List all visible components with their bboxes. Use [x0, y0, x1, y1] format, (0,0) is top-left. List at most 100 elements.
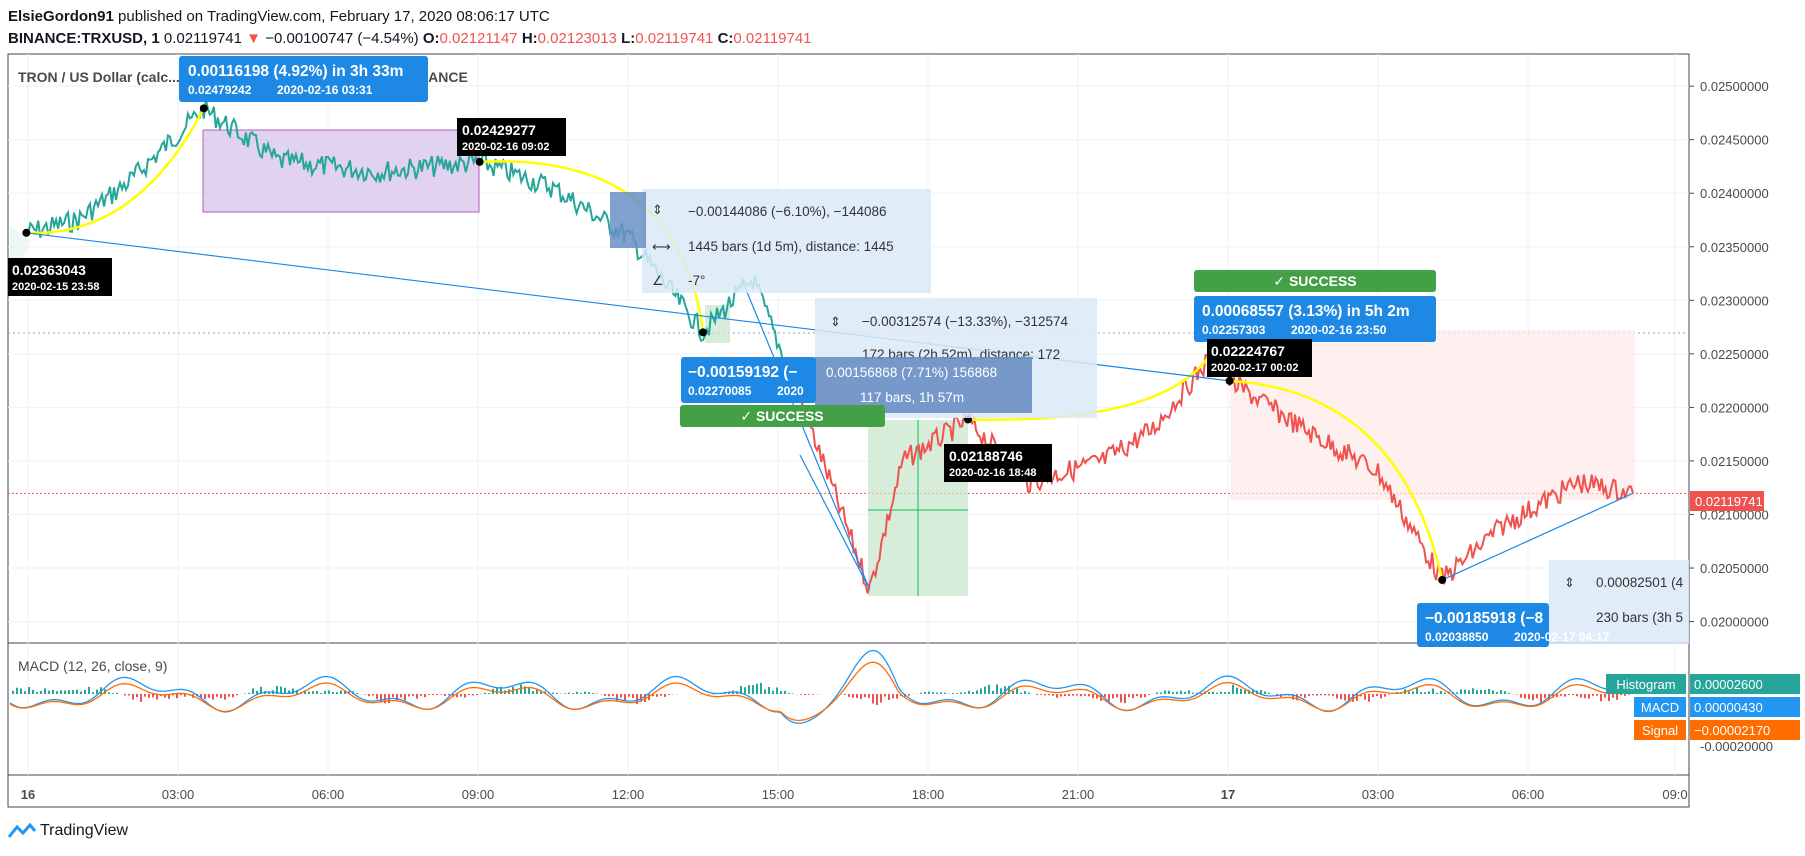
macd-histogram-bar	[1060, 694, 1062, 697]
time-tick-label: 09:00	[462, 787, 495, 802]
macd-histogram-bar	[880, 694, 882, 703]
macd-histogram-bar	[924, 692, 926, 694]
time-axis[interactable]: 16 03:00 06:00 09:00 12:00 15:00 18:00 21:00 17 0…	[21, 787, 1688, 802]
macd-histogram-bar	[84, 689, 86, 694]
measure-box-4[interactable]: ⇕ 0.00082501 (4 230 bars (3h 5	[1549, 560, 1689, 644]
macd-histogram-bar	[276, 685, 278, 694]
macd-histogram-bar	[396, 694, 398, 701]
anchor-dot[interactable]	[199, 104, 208, 113]
macd-histogram-bar	[1148, 694, 1150, 695]
macd-histogram-bar	[960, 692, 962, 694]
measure-1-line1: −0.00144086 (−6.10%), −144086	[688, 204, 887, 219]
svg-text:2020-02-16 09:02: 2020-02-16 09:02	[462, 141, 549, 153]
trend-line[interactable]	[799, 454, 871, 590]
macd-histogram-bar	[292, 688, 294, 694]
macd-histogram-bar	[1556, 694, 1558, 698]
macd-histogram-bar	[636, 694, 638, 705]
signal-line	[9, 661, 1640, 722]
macd-histogram-bar	[408, 694, 410, 697]
macd-histogram-bar	[1244, 690, 1246, 694]
macd-histogram-bar	[1024, 691, 1026, 694]
macd-histogram-bar	[308, 691, 310, 694]
measure-4-line1: 0.00082501 (4	[1596, 575, 1684, 590]
macd-histogram-bar	[788, 693, 790, 694]
anchor-dot[interactable]	[699, 328, 707, 337]
macd-histogram-bar	[248, 692, 250, 694]
macd-histogram-bar	[88, 686, 90, 694]
measure-box-3[interactable]: 0.00156868 (7.71%) 156868 117 bars, 1h 5…	[815, 357, 1032, 413]
price-tick-label: 0.02050000	[1700, 561, 1769, 576]
macd-histogram-bar	[1104, 694, 1106, 698]
time-tick-label: 18:00	[912, 787, 945, 802]
price-tag-0002[interactable]: 0.02224767 2020-02-17 00:02	[1207, 339, 1312, 377]
price-tick-label: 0.02450000	[1700, 133, 1769, 148]
histogram-label: Histogram	[1616, 677, 1675, 692]
callout-bottom[interactable]: −0.00185918 (−8 0.02038850 2020-02-17 04…	[1417, 603, 1610, 647]
macd-histogram-bar	[1212, 691, 1214, 694]
macd-histogram-bar	[1068, 694, 1070, 697]
macd-histogram-bar	[1164, 690, 1166, 694]
success-banner-1: ✓ SUCCESS	[680, 405, 885, 427]
macd-histogram-bar	[28, 687, 30, 694]
author-name[interactable]: ElsieGordon91	[8, 8, 114, 25]
macd-histogram-bar	[1036, 694, 1038, 696]
macd-histogram-bar	[156, 694, 158, 700]
macd-histogram-bar	[1572, 694, 1574, 695]
macd-histogram-bar	[20, 688, 22, 694]
yellow-arc	[26, 107, 205, 235]
macd-histogram-bar	[1140, 694, 1142, 698]
svg-text:0.00116198 (4.92%) in 3h 33m: 0.00116198 (4.92%) in 3h 33m	[188, 63, 403, 80]
chart-header: ElsieGordon91 published on TradingView.c…	[8, 6, 812, 50]
macd-histogram-bar	[1580, 694, 1582, 698]
macd-line	[9, 649, 1640, 724]
price-tag-1848[interactable]: 0.02188746 2020-02-16 18:48	[944, 444, 1052, 482]
macd-histogram-bar	[268, 691, 270, 694]
macd-histogram-bar	[584, 691, 586, 694]
last-price: 0.02119741	[163, 30, 242, 47]
macd-histogram-bar	[864, 694, 866, 698]
macd-histogram-bar	[1264, 691, 1266, 694]
macd-histogram-bar	[416, 694, 418, 699]
macd-histogram-bar	[1048, 694, 1050, 696]
macd-histogram-bar	[856, 694, 858, 699]
macd-histogram-bar	[1596, 694, 1598, 696]
macd-histogram-bar	[1184, 691, 1186, 694]
measure-box-1[interactable]: ⇕ −0.00144086 (−6.10%), −144086 ⟷ 1445 b…	[610, 189, 931, 293]
trend-line[interactable]	[742, 282, 871, 590]
open-value: 0.02121147	[439, 30, 518, 47]
macd-histogram-bar	[1116, 694, 1118, 698]
measure-1-icon: ⇕	[652, 202, 663, 217]
macd-histogram-bar	[1004, 686, 1006, 694]
macd-histogram-bar	[92, 692, 94, 694]
macd-histogram-bar	[1328, 694, 1330, 696]
macd-histogram-bar	[12, 690, 14, 694]
price-tag-peak[interactable]: 0.02429277 2020-02-16 09:02	[457, 118, 566, 156]
macd-histogram-bar	[260, 686, 262, 694]
trend-line[interactable]	[1441, 492, 1634, 581]
macd-histogram-bar	[1540, 694, 1542, 703]
macd-histogram-bar	[852, 694, 854, 698]
anchor-dot[interactable]	[1438, 575, 1447, 584]
macd-histogram-bar	[1176, 691, 1178, 694]
macd-legend: Histogram 0.00002600 MACD 0.00000430 Sig…	[1606, 674, 1800, 754]
tradingview-logo[interactable]: TradingView	[8, 822, 128, 840]
macd-histogram-bar	[1588, 694, 1590, 699]
macd-histogram-bar	[72, 690, 74, 694]
anchor-dot[interactable]	[475, 157, 484, 166]
macd-histogram-bar	[1348, 694, 1350, 701]
callout-top[interactable]: 0.00116198 (4.92%) in 3h 33m 0.02479242 …	[179, 56, 428, 102]
callout-mid[interactable]: −0.00159192 (− 0.02270085 2020	[681, 357, 816, 403]
anchor-dot[interactable]	[1225, 376, 1234, 385]
macd-histogram-bar	[32, 689, 34, 694]
callout-right[interactable]: 0.00068557 (3.13%) in 5h 2m 0.02257303 2…	[1194, 296, 1436, 342]
macd-histogram-bar	[336, 692, 338, 694]
price-tag-start[interactable]: 0.02363043 2020-02-15 23:58	[8, 258, 112, 296]
anchor-dot[interactable]	[22, 228, 31, 237]
macd-histogram-bar	[1476, 690, 1478, 694]
macd-histogram-bar	[1624, 694, 1626, 696]
macd-histogram-bar	[1600, 694, 1602, 702]
price-axis[interactable]: 0.02500000 0.02450000 0.02400000 0.02350000…	[1689, 79, 1769, 630]
macd-histogram-bar	[1612, 694, 1614, 698]
macd-histogram-bar	[36, 692, 38, 694]
